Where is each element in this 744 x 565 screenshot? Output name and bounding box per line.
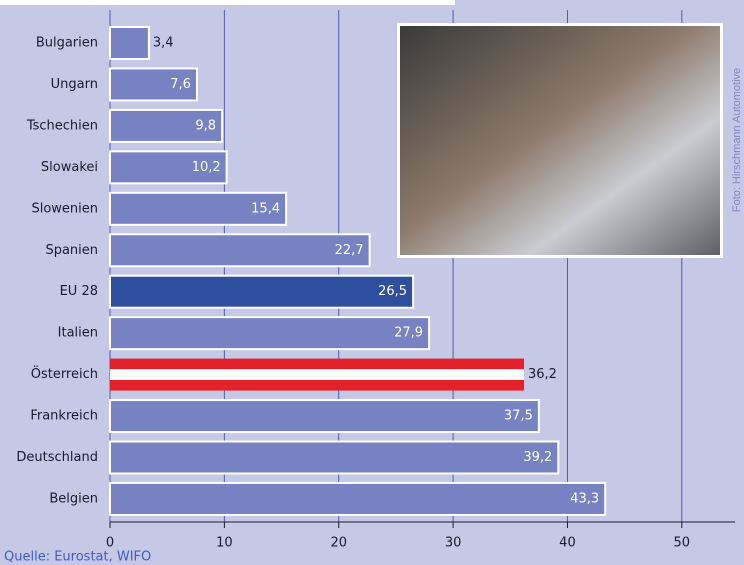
x-tick-label: 0 — [106, 536, 114, 551]
y-tick-label: EU 28 — [60, 284, 98, 299]
y-tick-label: Deutschland — [16, 450, 98, 465]
value-label: 36,2 — [528, 367, 557, 382]
y-tick-label: Tschechien — [26, 118, 98, 133]
bar-stripe — [110, 358, 524, 370]
x-tick-label: 50 — [674, 536, 691, 551]
bar-stripe — [110, 379, 524, 391]
value-label: 10,2 — [192, 160, 221, 175]
value-label: 43,3 — [570, 491, 599, 506]
x-tick-label: 20 — [330, 536, 347, 551]
y-tick-label: Frankreich — [30, 409, 98, 424]
y-tick-label: Ungarn — [51, 77, 98, 92]
bar — [109, 274, 415, 309]
y-tick-label: Belgien — [49, 491, 98, 506]
photo — [400, 26, 720, 255]
value-label: 22,7 — [335, 243, 364, 258]
source: Quelle: Eurostat, WIFO — [4, 550, 151, 565]
bar — [109, 316, 431, 351]
bar — [109, 440, 560, 475]
value-label: 37,5 — [504, 409, 533, 424]
bar-stripe — [110, 369, 524, 380]
top-strip — [0, 0, 455, 5]
value-label: 7,6 — [170, 77, 191, 92]
value-label: 9,8 — [195, 118, 216, 133]
bar — [110, 358, 524, 391]
value-label: 15,4 — [251, 201, 280, 216]
y-tick-label: Slowenien — [31, 201, 98, 216]
x-tick-label: 30 — [445, 536, 462, 551]
y-tick-label: Italien — [58, 326, 98, 341]
value-label: 3,4 — [153, 36, 174, 51]
bar — [109, 26, 150, 60]
value-label: 27,9 — [394, 326, 423, 341]
x-tick-label: 10 — [216, 536, 233, 551]
bar — [109, 150, 228, 185]
y-tick-label: Bulgarien — [36, 36, 98, 51]
photo-credit: Foto: Hirschmann Automotive — [731, 68, 743, 212]
value-label: 26,5 — [378, 284, 407, 299]
bar — [109, 191, 288, 226]
y-tick-label: Österreich — [31, 365, 98, 382]
x-tick-label: 40 — [559, 536, 576, 551]
y-tick-label: Spanien — [45, 243, 98, 258]
bar — [109, 481, 607, 516]
bar — [109, 67, 198, 102]
y-tick-label: Slowakei — [41, 160, 98, 175]
bar — [109, 233, 371, 268]
value-label: 39,2 — [523, 450, 552, 465]
bar — [109, 399, 540, 434]
bar — [109, 108, 224, 143]
